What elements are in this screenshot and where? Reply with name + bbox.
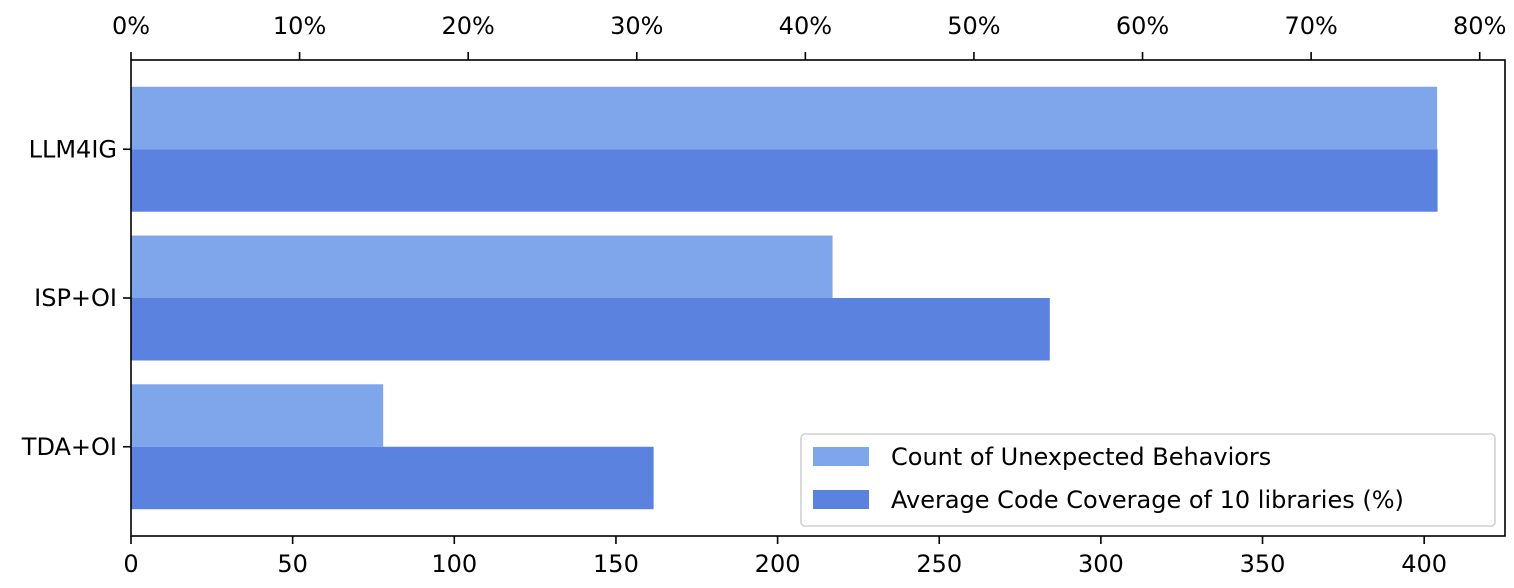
bar-code-coverage-llm4ig bbox=[131, 149, 1438, 212]
top-tick-label: 30% bbox=[610, 12, 663, 40]
bottom-tick-label: 100 bbox=[431, 550, 477, 578]
legend-swatch bbox=[813, 490, 869, 509]
top-tick-label: 60% bbox=[1116, 12, 1169, 40]
bottom-tick-label: 300 bbox=[1078, 550, 1124, 578]
bar-unexpected-behaviors-tda-oi bbox=[131, 384, 384, 447]
top-tick-label: 20% bbox=[442, 12, 495, 40]
bottom-axis: 0 50 100 150 200 250 300 350 400 bbox=[123, 536, 1447, 578]
bottom-tick-label: 0 bbox=[123, 550, 138, 578]
y-tick-label: TDA+OI bbox=[21, 433, 117, 461]
bar-code-coverage-tda-oi bbox=[131, 446, 654, 510]
bar-unexpected-behaviors-isp-oi bbox=[131, 235, 833, 298]
legend-swatch bbox=[813, 447, 869, 466]
bar-code-coverage-isp-oi bbox=[131, 298, 1050, 361]
top-tick-label: 50% bbox=[947, 12, 1000, 40]
legend: Count of Unexpected Behaviors Average Cod… bbox=[800, 433, 1496, 527]
bottom-tick-label: 250 bbox=[916, 550, 962, 578]
y-axis: LLM4IG ISP+OI TDA+OI bbox=[21, 135, 131, 461]
bar-unexpected-behaviors-llm4ig bbox=[131, 86, 1438, 150]
legend-label: Count of Unexpected Behaviors bbox=[891, 443, 1271, 471]
bars-layer bbox=[131, 86, 1438, 510]
bottom-tick-label: 150 bbox=[593, 550, 639, 578]
top-tick-label: 40% bbox=[779, 12, 832, 40]
y-tick-label: LLM4IG bbox=[29, 135, 117, 163]
bottom-tick-label: 400 bbox=[1401, 550, 1447, 578]
top-tick-label: 70% bbox=[1284, 12, 1337, 40]
top-tick-label: 0% bbox=[112, 12, 150, 40]
legend-label: Average Code Coverage of 10 libraries (%… bbox=[891, 486, 1404, 514]
bottom-tick-label: 350 bbox=[1240, 550, 1286, 578]
top-axis: 0% 10% 20% 30% 40% 50% 60% 70% 80% bbox=[112, 12, 1506, 60]
legend-box bbox=[800, 433, 1496, 527]
y-tick-label: ISP+OI bbox=[34, 284, 117, 312]
top-tick-label: 80% bbox=[1453, 12, 1506, 40]
bottom-tick-label: 50 bbox=[277, 550, 308, 578]
top-tick-label: 10% bbox=[273, 12, 326, 40]
bottom-tick-label: 200 bbox=[755, 550, 801, 578]
